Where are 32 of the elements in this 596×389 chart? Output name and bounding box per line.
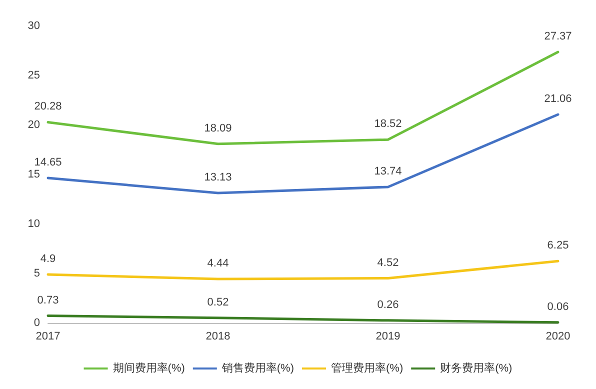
data-label: 4.9 bbox=[40, 252, 56, 265]
x-tick-label: 2020 bbox=[546, 330, 570, 342]
x-tick-label: 2018 bbox=[206, 330, 230, 342]
y-tick-label: 20 bbox=[28, 119, 40, 131]
x-tick-label: 2017 bbox=[36, 330, 60, 342]
legend-label: 期间费用率(%) bbox=[112, 362, 185, 374]
data-label: 4.52 bbox=[377, 256, 399, 269]
legend-label: 销售费用率(%) bbox=[220, 362, 294, 374]
data-label: 14.65 bbox=[34, 156, 62, 168]
y-tick-label: 10 bbox=[28, 218, 40, 230]
legend-label: 管理费用率(%) bbox=[331, 362, 404, 374]
y-tick-label: 25 bbox=[28, 70, 40, 82]
legend-label: 财务费用率(%) bbox=[440, 362, 512, 374]
data-label: 4.44 bbox=[207, 258, 229, 270]
data-label: 0.52 bbox=[207, 296, 229, 308]
y-tick-label: 15 bbox=[28, 168, 40, 180]
x-tick-label: 2019 bbox=[376, 330, 400, 342]
y-tick-label: 30 bbox=[28, 20, 40, 32]
data-label: 13.13 bbox=[204, 172, 232, 184]
data-label: 18.09 bbox=[204, 122, 232, 134]
y-tick-label: 0 bbox=[34, 317, 40, 329]
data-label: 0.26 bbox=[377, 298, 399, 311]
data-label: 0.73 bbox=[37, 294, 59, 306]
data-label: 13.74 bbox=[374, 165, 402, 178]
y-tick-label: 5 bbox=[34, 268, 40, 280]
data-label: 20.28 bbox=[34, 100, 62, 113]
data-label: 0.06 bbox=[547, 300, 569, 313]
line-series bbox=[46, 314, 560, 324]
data-label: 6.25 bbox=[547, 240, 569, 252]
data-label: 27.37 bbox=[544, 30, 572, 43]
data-label: 18.52 bbox=[374, 118, 402, 130]
data-label: 21.06 bbox=[544, 93, 572, 106]
